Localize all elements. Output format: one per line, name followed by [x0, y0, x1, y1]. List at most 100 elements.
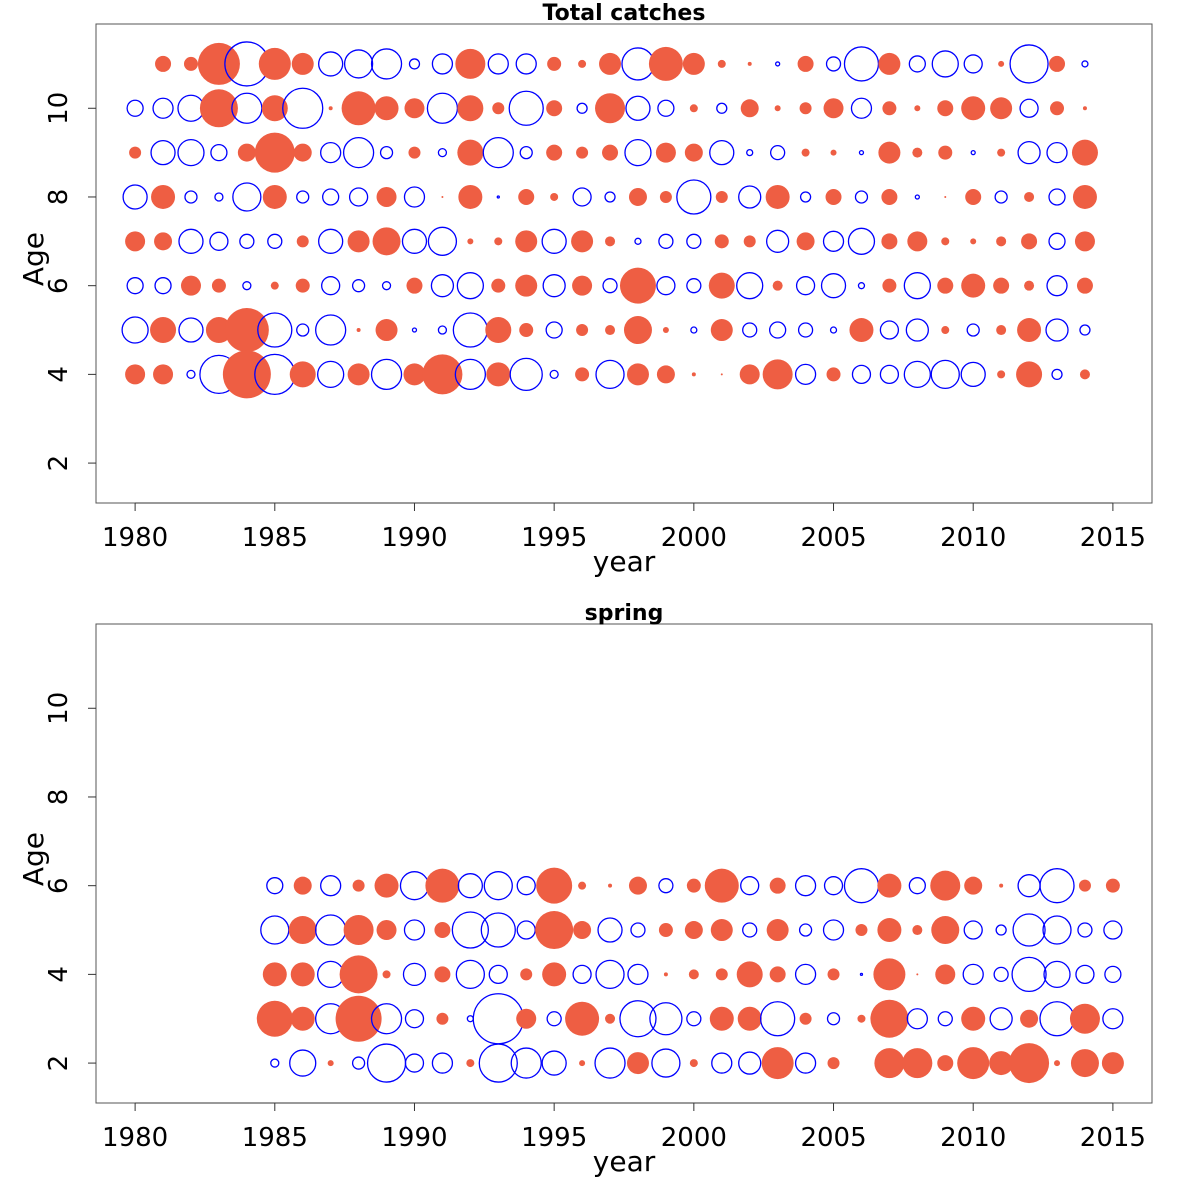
- bubble-positive-age3-1988: [335, 995, 382, 1042]
- x-tick-label: 1985: [242, 1123, 308, 1153]
- bubble-negative-age6-2013: [1039, 868, 1075, 904]
- bubble-negative-age9-1994: [519, 145, 533, 160]
- x-tick-label: 2010: [940, 523, 1006, 553]
- bubble-positive-age5-2001: [710, 319, 733, 342]
- x-tick-label: 1990: [381, 1123, 447, 1153]
- bubble-positive-age4-1989: [382, 970, 391, 979]
- bubble-positive-age5-2007: [877, 918, 902, 943]
- bubble-positive-age4-2011: [997, 370, 1006, 379]
- bubble-negative-age4-2004: [794, 363, 817, 386]
- bubble-positive-age4-2008: [916, 973, 919, 976]
- bubble-positive-age9-1984: [237, 143, 256, 162]
- bubble-negative-age5-1982: [178, 317, 204, 343]
- bubble-positive-age7-2011: [996, 236, 1007, 247]
- bubble-positive-age8-1999: [659, 190, 672, 203]
- bubble-positive-age9-1995: [546, 144, 563, 161]
- bubble-negative-age6-1990: [399, 871, 430, 901]
- bubble-negative-age2-1999: [651, 1048, 681, 1078]
- bubble-positive-age10-1983: [199, 89, 238, 128]
- bubble-positive-age7-1988: [347, 230, 370, 253]
- bubble-negative-age4-1998: [627, 963, 649, 986]
- bubble-positive-age9-2008: [912, 147, 923, 158]
- bubble-negative-age5-1985: [257, 312, 293, 348]
- bubble-negative-age7-1987: [318, 228, 344, 254]
- bubble-positive-age4-1988: [339, 955, 378, 994]
- x-axis-label: year: [593, 545, 656, 578]
- bubble-positive-age11-1999: [648, 46, 683, 81]
- bubble-positive-age10-1987: [328, 106, 333, 111]
- bubble-positive-age4-2001: [720, 373, 723, 376]
- bubble-negative-age6-1999: [656, 276, 676, 296]
- bubble-positive-age11-2000: [682, 52, 705, 75]
- bubble-negative-age5-1992: [451, 911, 489, 949]
- bubble-negative-age10-1996: [576, 102, 588, 114]
- bubble-negative-age6-1991: [430, 274, 455, 298]
- bubble-positive-age8-2003: [765, 184, 790, 209]
- bubble-negative-age3-1998: [619, 1000, 657, 1038]
- bubble-negative-age5-2013: [1042, 915, 1072, 945]
- bubble-positive-age8-2001: [715, 190, 728, 203]
- bubble-negative-age7-1983: [209, 231, 229, 251]
- bubble-negative-age6-1988: [351, 279, 366, 293]
- bubble-negative-age6-2013: [1046, 275, 1068, 297]
- bubble-negative-age4-1992: [454, 358, 486, 391]
- y-tick-label: 6: [44, 877, 74, 894]
- bubble-negative-age5-1990: [403, 919, 426, 941]
- bubble-positive-age9-2004: [801, 148, 810, 157]
- bubble-negative-age6-1989: [381, 281, 392, 291]
- bubble-positive-age4-2000: [688, 969, 699, 980]
- bubble-positive-age5-2009: [941, 326, 950, 335]
- bubble-positive-age11-1982: [183, 56, 198, 71]
- bubble-negative-age9-1993: [482, 136, 514, 169]
- bubble-negative-age5-1995: [545, 321, 563, 339]
- bubble-negative-age10-2006: [850, 97, 873, 119]
- bubble-negative-age6-1995: [542, 274, 566, 298]
- bubble-negative-age5-1986: [296, 323, 310, 337]
- bubble-positive-age5-1993: [485, 317, 512, 344]
- bubble-positive-age6-1996: [572, 275, 593, 296]
- bubble-negative-age10-1980: [126, 99, 144, 117]
- bubble-negative-age7-1990: [401, 228, 428, 254]
- bubble-negative-age6-2002: [740, 876, 760, 896]
- bubble-negative-age2-1991: [431, 1052, 454, 1074]
- bubble-negative-age10-2001: [716, 102, 728, 114]
- bubble-positive-age6-2014: [1078, 879, 1091, 892]
- bubble-positive-age10-2010: [961, 96, 986, 121]
- panel-spring: spring 1980 1985 1990 1995 2000 2005 2010 2015 ye…: [17, 601, 1153, 1178]
- bubble-positive-age6-1985: [270, 281, 279, 290]
- bubble-negative-age2-1995: [541, 1050, 567, 1076]
- bubble-negative-age5-1985: [260, 915, 290, 945]
- bubble-positive-age8-2007: [881, 188, 898, 205]
- bubble-positive-age9-2009: [938, 145, 953, 160]
- bubble-negative-age9-1991: [437, 147, 448, 158]
- bubble-negative-age9-1998: [624, 138, 652, 167]
- bubble-positive-age3-1985: [256, 1000, 293, 1037]
- bubble-negative-age8-2006: [854, 190, 869, 204]
- bubble-negative-age2-1986: [289, 1049, 317, 1077]
- bubble-positive-age6-2009: [937, 277, 954, 294]
- x-tick-label: 2000: [661, 1123, 727, 1153]
- bubble-positive-age10-2014: [1082, 106, 1087, 111]
- bubble-positive-age8-2009: [944, 195, 947, 198]
- bubble-positive-age6-1990: [406, 277, 423, 294]
- bubble-negative-age11-2003: [775, 61, 781, 67]
- bubble-negative-age4-2008: [903, 360, 931, 389]
- bubble-positive-age5-1995: [535, 911, 574, 950]
- bubble-negative-age5-2003: [769, 321, 787, 339]
- bubble-negative-age6-1993: [483, 871, 513, 901]
- bubble-positive-age10-2003: [774, 105, 781, 112]
- bubble-negative-age2-2004: [794, 1052, 817, 1074]
- bubble-negative-age4-2010: [960, 361, 986, 388]
- bubble-positive-age4-2000: [691, 372, 696, 377]
- bubble-negative-age6-2006: [857, 282, 866, 290]
- bubble-positive-age7-2008: [907, 231, 928, 252]
- bubble-positive-age5-1981: [150, 317, 177, 344]
- x-tick-label: 2000: [661, 523, 727, 553]
- bubble-negative-age11-2010: [963, 54, 983, 74]
- bubble-positive-age4-2005: [826, 367, 841, 382]
- bubble-positive-age9-2011: [997, 148, 1006, 157]
- bubble-negative-age2-2002: [738, 1051, 762, 1075]
- bubble-negative-age7-1984: [239, 233, 255, 249]
- bubble-negative-age5-2004: [797, 322, 814, 338]
